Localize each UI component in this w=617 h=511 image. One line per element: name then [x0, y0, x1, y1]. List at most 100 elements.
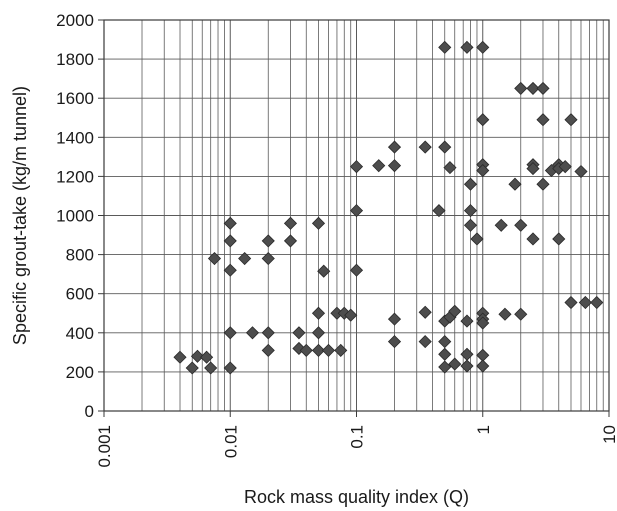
data-point [536, 177, 550, 191]
y-tick-label: 0 [85, 402, 94, 421]
data-point [514, 81, 528, 95]
data-point [349, 204, 364, 218]
data-point [261, 234, 275, 248]
data-point [334, 343, 348, 357]
data-point [311, 326, 326, 340]
data-point [311, 216, 326, 230]
data-point [387, 159, 402, 173]
data-point [223, 263, 237, 277]
data-point [349, 263, 364, 277]
data-point [476, 163, 490, 178]
data-point [564, 113, 578, 127]
data-point [238, 251, 252, 266]
data-point [283, 234, 298, 248]
data-point [476, 316, 490, 330]
data-point [476, 359, 490, 373]
data-point [438, 347, 452, 361]
data-point [470, 232, 484, 246]
data-point [438, 140, 452, 154]
data-point [185, 361, 199, 375]
data-point [311, 306, 326, 320]
x-tick-label: 0.1 [348, 425, 367, 449]
y-axis-ticks: 0 200 400 600 800 1000 1200 1400 1600 1800 2000 [56, 11, 104, 421]
data-point [463, 204, 478, 218]
data-points [173, 40, 604, 375]
data-point [432, 204, 446, 218]
data-point [590, 295, 604, 310]
data-point [448, 304, 462, 318]
data-point [438, 40, 452, 54]
data-point [200, 350, 214, 364]
x-axis-ticks: 0.001 0.01 0.1 1 10 [95, 411, 617, 468]
data-point [438, 335, 452, 349]
data-point [321, 343, 336, 357]
data-point [223, 326, 237, 340]
data-point [508, 177, 522, 191]
data-point [173, 350, 187, 364]
y-tick-label: 1800 [56, 50, 94, 69]
data-point [387, 140, 402, 154]
x-axis-title: Rock mass quality index (Q) [244, 487, 469, 507]
data-point [460, 359, 474, 373]
data-point [261, 326, 275, 340]
data-point [387, 335, 402, 349]
y-tick-label: 1200 [56, 167, 94, 186]
data-point [536, 81, 550, 95]
x-tick-label: 10 [600, 425, 617, 444]
data-point [463, 218, 478, 232]
y-tick-label: 1600 [56, 89, 94, 108]
data-point [498, 307, 512, 321]
data-point [344, 308, 358, 322]
data-point [526, 81, 540, 95]
data-point [292, 341, 306, 356]
y-tick-label: 200 [66, 363, 94, 382]
y-tick-label: 1400 [56, 128, 94, 147]
data-point [438, 360, 452, 374]
data-point [463, 177, 478, 191]
y-tick-label: 1000 [56, 207, 94, 226]
data-point [526, 232, 540, 246]
data-point [552, 232, 566, 246]
data-point [283, 216, 298, 230]
data-point [223, 361, 237, 375]
x-tick-label: 1 [474, 425, 493, 434]
data-point [299, 343, 313, 357]
data-point [536, 113, 550, 127]
data-point [526, 162, 540, 176]
y-tick-label: 600 [66, 285, 94, 304]
data-point [494, 218, 508, 232]
data-point [514, 307, 528, 321]
data-point [387, 312, 402, 326]
data-point [476, 113, 490, 127]
data-point [448, 357, 462, 371]
data-point [204, 361, 218, 375]
data-point [292, 326, 306, 340]
y-tick-label: 2000 [56, 11, 94, 30]
x-tick-label: 0.01 [221, 425, 240, 458]
data-point [223, 216, 237, 230]
data-point [418, 140, 432, 154]
data-point [311, 343, 326, 357]
y-tick-label: 400 [66, 324, 94, 343]
data-point [223, 234, 237, 248]
y-axis-title: Specific grout-take (kg/m tunnel) [10, 86, 30, 345]
data-point [514, 218, 528, 232]
data-point [418, 305, 432, 319]
data-point [476, 40, 490, 54]
data-point [460, 40, 474, 54]
data-point [261, 251, 275, 266]
data-point [578, 295, 592, 310]
data-point [245, 326, 260, 340]
data-point [349, 160, 364, 174]
data-point [207, 251, 222, 266]
data-point [190, 349, 205, 363]
x-tick-label: 0.001 [95, 425, 114, 468]
data-point [261, 343, 275, 357]
data-point [443, 161, 457, 175]
data-point [564, 295, 578, 310]
data-point [558, 160, 572, 174]
data-point [460, 314, 474, 328]
data-point [574, 164, 588, 179]
data-point [372, 159, 386, 173]
